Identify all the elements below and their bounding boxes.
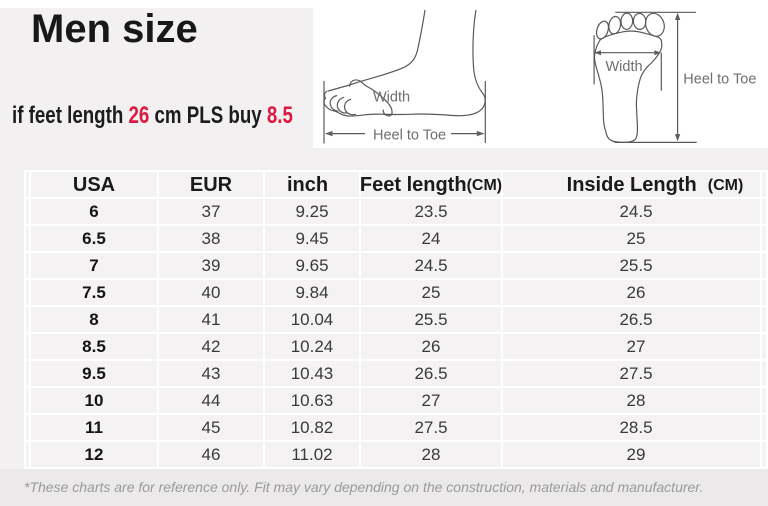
svg-text:Width: Width: [373, 90, 410, 106]
svg-text:Heel to Toe: Heel to Toe: [373, 127, 446, 143]
svg-text:Width: Width: [606, 59, 643, 75]
svg-text:Heel to Toe: Heel to Toe: [683, 72, 756, 88]
